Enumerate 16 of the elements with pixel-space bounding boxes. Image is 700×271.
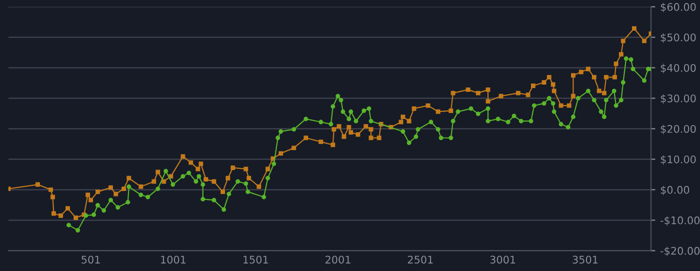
x-tick-label: 2001 (326, 256, 350, 264)
x-tick-label: 1001 (161, 256, 186, 264)
y-tick-label: $60.00 (660, 2, 696, 12)
y-tick-label: $10.00 (660, 155, 696, 165)
x-tick-label: 1501 (244, 256, 268, 264)
y-tick-label: $30.00 (660, 94, 696, 104)
x-tick-label: 501 (82, 256, 100, 264)
x-tick-label: 2501 (408, 256, 433, 264)
y-tick-label: -$20.00 (660, 246, 700, 256)
y-tick-label: $20.00 (660, 124, 696, 134)
y-tick-label: -$10.00 (660, 216, 700, 226)
y-tick-label: $40.00 (660, 64, 696, 74)
y-tick-label: $0.00 (660, 186, 690, 196)
x-tick-label: 3501 (572, 256, 598, 264)
x-tick-label: 3001 (490, 256, 516, 264)
y-tick-label: $50.00 (660, 33, 696, 43)
